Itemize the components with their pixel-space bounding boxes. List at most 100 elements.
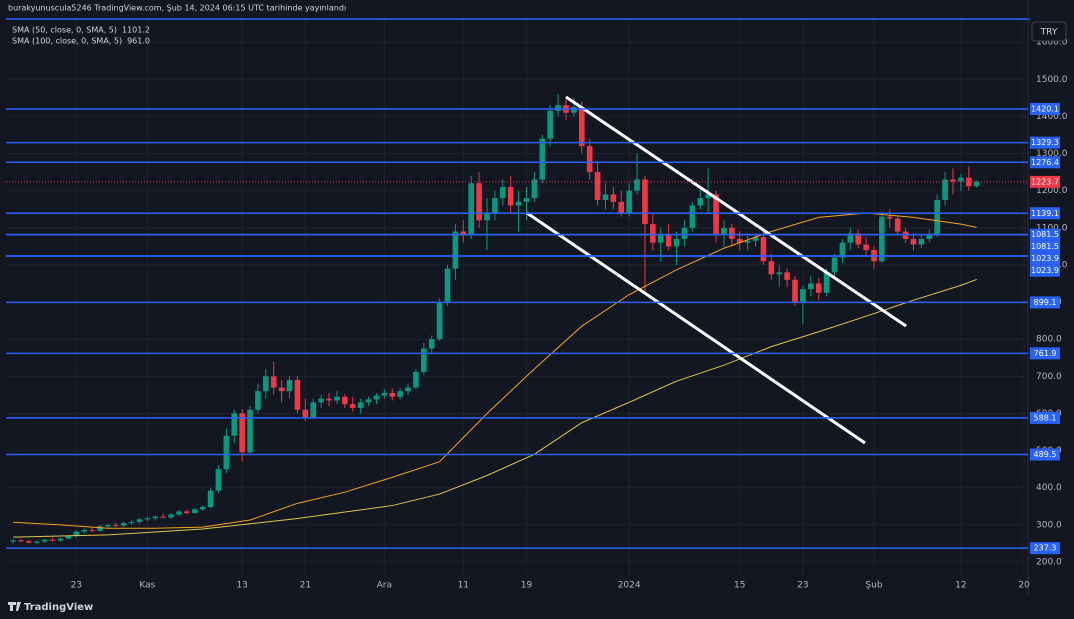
candle-body [215, 469, 222, 491]
candle-body [334, 396, 340, 401]
candle-body [531, 179, 538, 199]
candle-body [397, 391, 403, 397]
x-tick-label: 21 [300, 581, 311, 591]
level-label: 1329.3 [1031, 138, 1059, 147]
x-tick-label: 23 [71, 581, 82, 591]
sma-line [13, 278, 977, 538]
level-label-box [1030, 102, 1060, 115]
candle-body [571, 107, 577, 113]
candle-body [760, 237, 767, 262]
candle-body [231, 413, 238, 436]
candle-body [73, 531, 80, 537]
y-tick-label: 800.0 [1036, 335, 1062, 345]
legend-name: SMA (50, close, 0, SMA, 5) [12, 26, 117, 35]
brand: TradingView [24, 602, 93, 613]
x-tick-label: Kas [139, 581, 155, 591]
level-label: 1023.9 [1031, 266, 1059, 275]
candle-body [278, 387, 285, 392]
candle-body [18, 540, 24, 542]
level-label-box [1030, 252, 1060, 265]
candle-body [310, 402, 317, 418]
last-price-label: 1223.7 [1031, 177, 1059, 186]
candle-body [555, 105, 561, 111]
trend-line [565, 95, 907, 328]
candle-body [665, 235, 672, 247]
candle-body [421, 348, 427, 372]
level-label: 761.9 [1034, 349, 1057, 358]
footer [0, 596, 1074, 619]
candle-body [784, 272, 790, 280]
candle-body [831, 257, 838, 273]
level-label: 1023.9 [1031, 254, 1059, 263]
candle-body [768, 261, 775, 275]
y-tick-label: 1600.0 [1036, 38, 1068, 48]
level-label-box [1030, 156, 1060, 169]
x-tick-label: 2024 [618, 581, 641, 591]
candle-body [413, 371, 419, 388]
currency-label[interactable]: TRY [1040, 28, 1058, 38]
candle-body [879, 216, 885, 262]
candle-body [973, 181, 980, 187]
level-label: 489.5 [1034, 450, 1057, 459]
candle-body [10, 540, 16, 542]
level-label: 1276.4 [1031, 158, 1059, 167]
candle-body [389, 393, 396, 397]
candle-body [539, 138, 546, 180]
level-label: 1081.5 [1031, 230, 1059, 239]
candle-body [800, 289, 806, 303]
y-tick-label: 200.0 [1036, 558, 1062, 568]
candle-body [452, 231, 459, 269]
candle-body [239, 413, 245, 453]
candle-body [112, 524, 119, 526]
candle-body [476, 183, 482, 221]
candle-body [65, 536, 72, 539]
candle-body [302, 409, 309, 418]
header: burakyunuscula5246 TradingView.com, Şub … [8, 4, 346, 13]
candle-body [736, 238, 743, 243]
candle-body [294, 380, 301, 410]
level-label-box [1030, 136, 1060, 149]
candle-body [184, 511, 190, 513]
legend-name: SMA (100, close, 0, SMA, 5) [12, 37, 122, 46]
x-tick-label: Ara [377, 581, 392, 591]
candle-body [610, 194, 617, 202]
candle-body [49, 539, 56, 541]
candle-body [808, 283, 814, 290]
candle-body [839, 242, 846, 258]
candle-body [721, 227, 727, 236]
candle-body [958, 177, 964, 182]
currency-button[interactable] [1031, 21, 1067, 42]
candle-body [255, 391, 261, 410]
candle-body [468, 183, 474, 236]
x-tick-label: Şub [865, 581, 882, 591]
candle-body [349, 404, 356, 408]
candle-body [263, 376, 269, 392]
sma-line [13, 212, 977, 529]
level-label-box [1030, 296, 1060, 309]
candle-body [507, 186, 514, 206]
candle-body [144, 518, 151, 520]
x-tick-label: 23 [797, 581, 808, 591]
level-label-box [1030, 347, 1060, 360]
y-tick-label: 700.0 [1036, 372, 1062, 382]
level-label-box [1030, 542, 1060, 555]
candle-body [373, 395, 380, 400]
candle-body [642, 179, 648, 225]
candle-body [97, 526, 103, 531]
candle-body [26, 541, 32, 543]
candle-body [729, 227, 735, 239]
trend-line [526, 211, 866, 445]
y-tick-label: 1500.0 [1036, 75, 1068, 85]
candle-body [815, 283, 822, 293]
candle-body [697, 198, 704, 206]
candle-body [89, 530, 95, 532]
y-tick-label: 300.0 [1036, 520, 1062, 530]
x-tick-label: 15 [734, 581, 745, 591]
level-label: 1081.5 [1031, 242, 1059, 251]
candle-body [381, 393, 388, 396]
candle-body [160, 516, 166, 518]
level-label-box [1030, 411, 1060, 424]
